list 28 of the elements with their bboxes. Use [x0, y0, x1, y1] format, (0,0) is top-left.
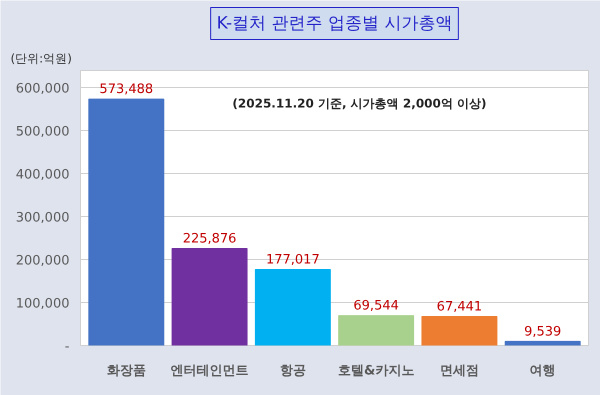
data-label: 225,876 — [182, 231, 236, 246]
x-tick-label: 화장품 — [106, 364, 146, 378]
bar — [504, 340, 581, 346]
x-tick-label: 항공 — [280, 364, 306, 378]
x-tick-label: 엔터테인먼트 — [170, 364, 249, 378]
y-tick-label: 300,000 — [16, 210, 70, 226]
y-tick-label: 100,000 — [16, 296, 70, 312]
text: (단위:억원) — [10, 52, 72, 66]
data-label: 9,539 — [524, 324, 562, 340]
bar — [338, 315, 414, 346]
annotation: (2025.11.20 기준, 시가총액 2,000억 이상) — [232, 96, 487, 110]
x-tick-label: 호텔&카지노 — [338, 364, 414, 378]
bar — [88, 98, 164, 346]
chart-title: K-컬처 관련주 업종별 시가총액 — [216, 14, 452, 34]
data-label: 67,441 — [436, 300, 482, 315]
y-tick-label: - — [64, 340, 70, 354]
bar — [421, 316, 498, 346]
bar — [172, 248, 248, 346]
bar — [254, 268, 331, 346]
data-label: 177,017 — [266, 252, 320, 268]
y-tick-label: 500,000 — [16, 124, 70, 140]
data-label: 573,488 — [99, 82, 154, 98]
y-tick-label: 200,000 — [16, 254, 70, 269]
y-tick-label: 400,000 — [16, 168, 70, 183]
data-label: 69,544 — [353, 298, 399, 314]
y-tick-label: 600,000 — [16, 82, 70, 97]
x-tick-label: 여행 — [530, 364, 556, 378]
x-tick-label: 면세점 — [440, 364, 479, 378]
